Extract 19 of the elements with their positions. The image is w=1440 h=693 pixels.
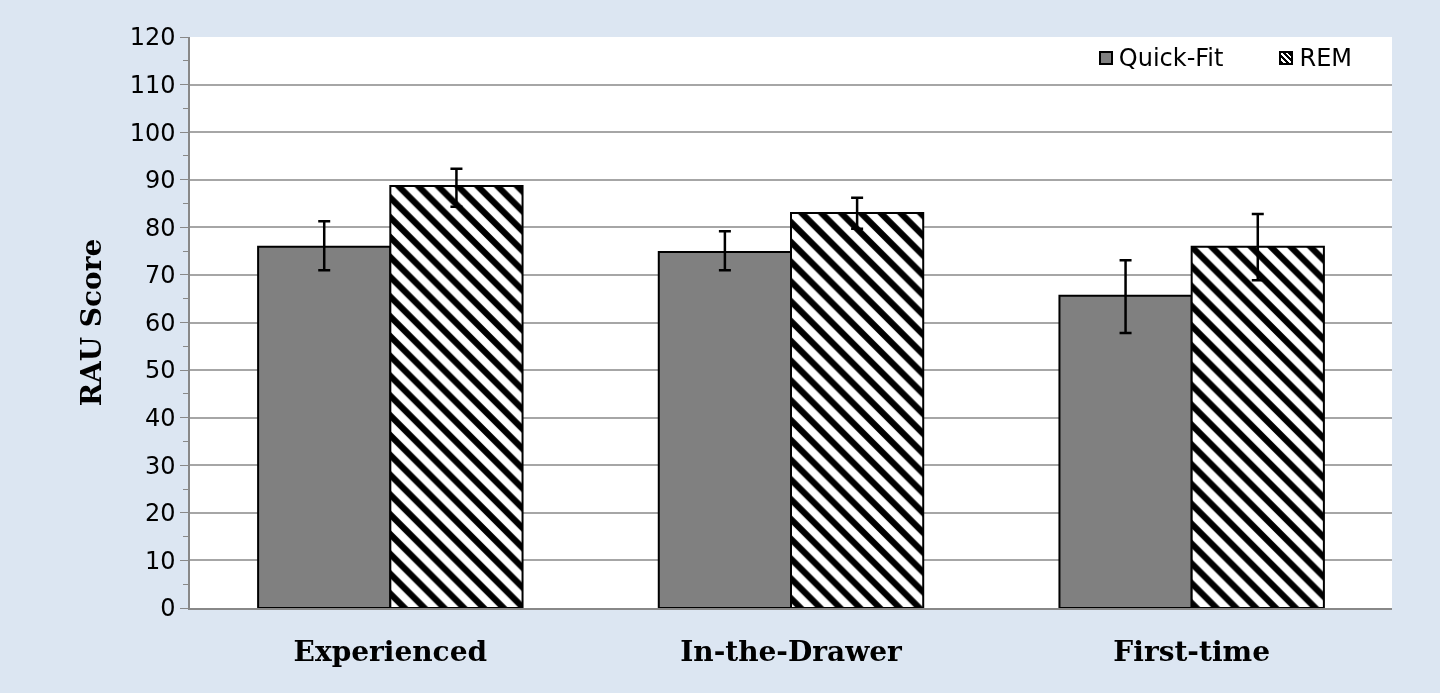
y-tick-label: 0	[160, 594, 176, 623]
y-tick-label: 80	[144, 213, 176, 242]
legend-label: REM	[1299, 44, 1352, 72]
y-axis-title: RAU Score	[74, 238, 108, 407]
y-tick-label: 40	[144, 404, 176, 433]
legend-label: Quick-Fit	[1118, 44, 1224, 72]
y-tick-label: 20	[144, 499, 176, 528]
y-tick-label: 30	[144, 451, 176, 480]
y-tick-label: 50	[144, 356, 176, 385]
y-tick-label: 10	[144, 546, 176, 575]
y-tick-label: 120	[129, 23, 176, 52]
y-tick-label: 110	[129, 70, 176, 99]
y-tick-label: 90	[144, 166, 176, 195]
y-tick-label: 100	[129, 118, 176, 147]
x-tick-label: In-the-Drawer	[680, 635, 904, 669]
x-tick-label: First-time	[1113, 635, 1270, 669]
x-tick-label: Experienced	[293, 635, 488, 669]
y-tick-label: 70	[144, 261, 176, 290]
y-tick-label: 60	[144, 308, 176, 337]
